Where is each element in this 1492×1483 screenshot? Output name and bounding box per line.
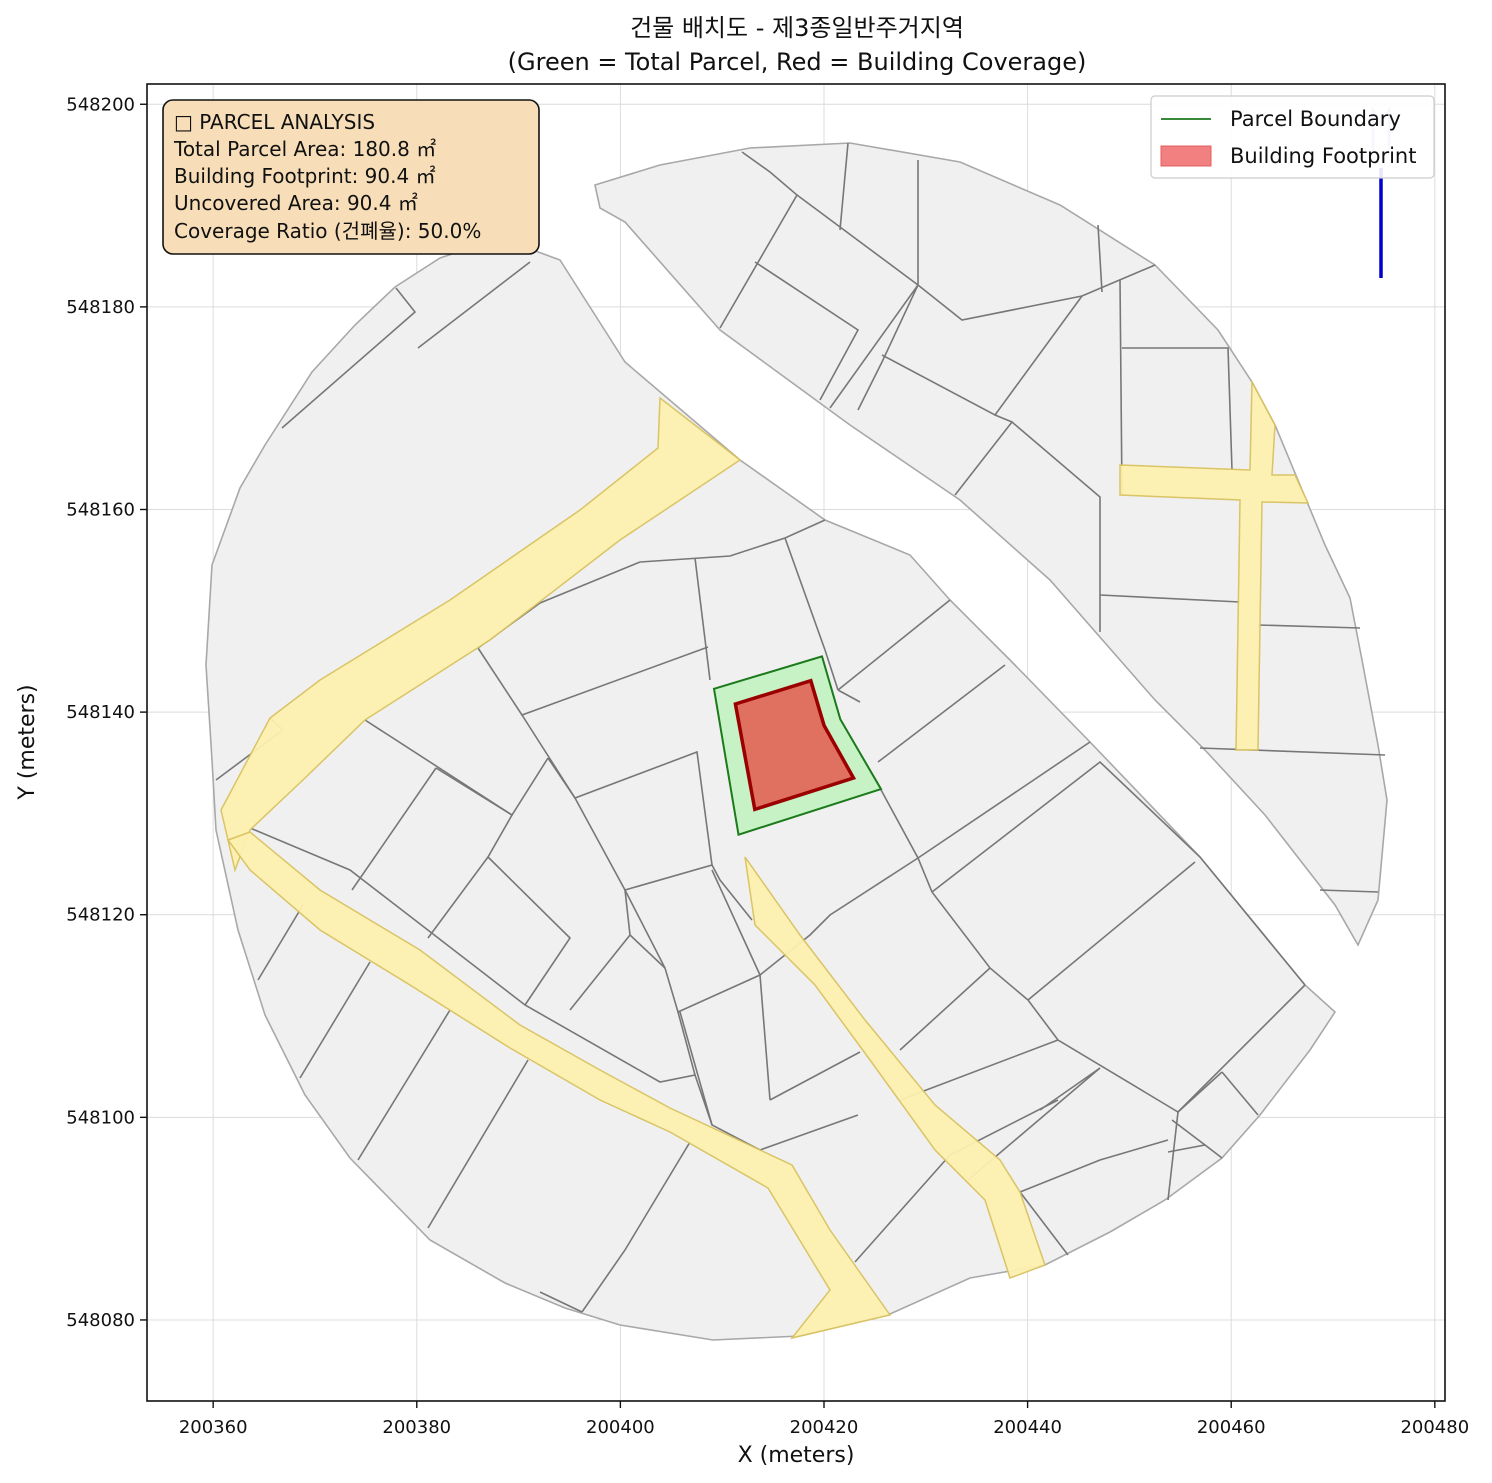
- y-tick-label: 548160: [66, 499, 135, 520]
- x-tick-label: 200400: [586, 1417, 655, 1438]
- x-tick-label: 200420: [790, 1417, 859, 1438]
- block-north: [594, 142, 1388, 947]
- y-tick-label: 548120: [66, 905, 135, 926]
- legend: Parcel Boundary Building Footprint: [1150, 95, 1435, 179]
- chart-title-line1: 건물 배치도 - 제3종일반주거지역: [630, 14, 964, 42]
- info-heading: □ PARCEL ANALYSIS: [174, 110, 375, 134]
- info-uncovered-area: Uncovered Area: 90.4 ㎡: [174, 191, 418, 215]
- y-axis-title: Y (meters): [15, 684, 40, 800]
- building-footprint-polygon: [733, 678, 857, 812]
- road-northeast-horizontal: [1119, 379, 1310, 751]
- road-south-west: [226, 831, 892, 1340]
- y-tick-label: 548180: [66, 297, 135, 318]
- y-axis: 548080 548100 548120 548140 548160 548180 5482…: [66, 94, 147, 1331]
- road-diagonal-northwest: [220, 396, 742, 873]
- road-south-central: [744, 856, 1046, 1279]
- legend-swatch-building: [1160, 145, 1212, 167]
- plot-frame: [146, 83, 1446, 1402]
- x-tick-label: 200480: [1400, 1417, 1469, 1438]
- info-coverage-ratio: Coverage Ratio (건폐율): 50.0%: [174, 219, 481, 243]
- x-tick-label: 200380: [382, 1417, 451, 1438]
- y-tick-label: 548140: [66, 702, 135, 723]
- y-tick-label: 548080: [66, 1310, 135, 1331]
- legend-label-building: Building Footprint: [1230, 144, 1416, 168]
- y-tick-label: 548200: [66, 94, 135, 115]
- parcel-analysis-box: □ PARCEL ANALYSIS Total Parcel Area: 180…: [162, 99, 540, 255]
- map-layers: [205, 142, 1388, 1341]
- x-tick-label: 200460: [1197, 1417, 1266, 1438]
- info-total-area: Total Parcel Area: 180.8 ㎡: [173, 137, 436, 161]
- x-axis-title: X (meters): [738, 1443, 855, 1468]
- legend-label-parcel: Parcel Boundary: [1230, 107, 1401, 131]
- x-axis: 200360 200380 200400 200420 200440 200460 2004…: [179, 1401, 1469, 1438]
- info-building-footprint: Building Footprint: 90.4 ㎡: [174, 164, 436, 188]
- chart-title-line2: (Green = Total Parcel, Red = Building Co…: [508, 48, 1087, 76]
- y-tick-label: 548100: [66, 1107, 135, 1128]
- lot-lines: [215, 142, 1386, 1313]
- x-tick-label: 200360: [179, 1417, 248, 1438]
- x-tick-label: 200440: [993, 1417, 1062, 1438]
